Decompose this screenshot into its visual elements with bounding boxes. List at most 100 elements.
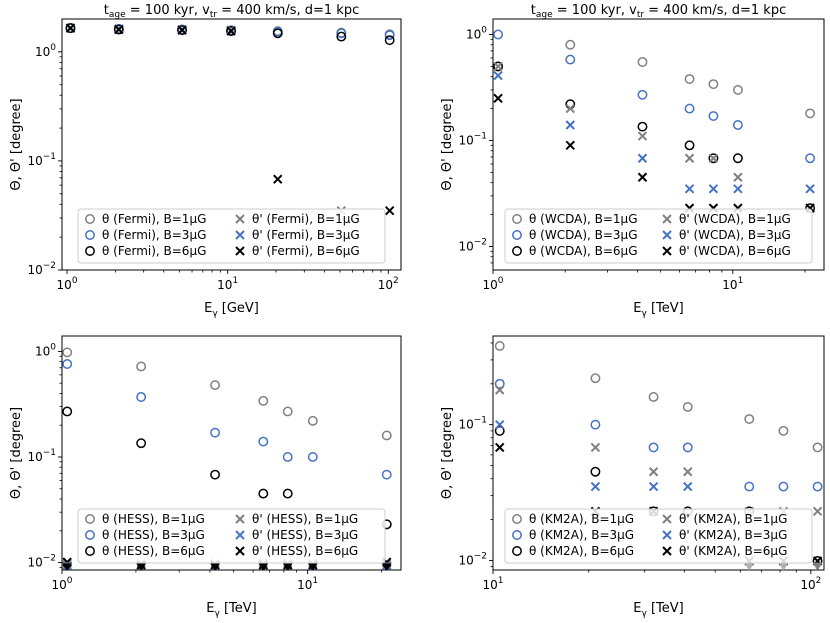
- legend-marker: [512, 514, 522, 524]
- legend-entry: θ' (KM2A), B=1μG: [679, 512, 787, 526]
- x-tick-label: 100: [57, 276, 78, 292]
- x-tick-label: 102: [378, 276, 399, 292]
- y-tick-label: 100: [35, 43, 56, 59]
- legend-marker: [512, 214, 522, 224]
- theta-point: [65, 23, 76, 34]
- y-tick-label: 10−2: [27, 261, 56, 277]
- theta-point: [637, 89, 648, 100]
- x-tick-label: 101: [722, 276, 743, 292]
- legend-entry: θ' (HESS), B=1μG: [252, 512, 358, 526]
- chart-title: tage = 100 kyr, vtr = 400 km/s, d=1 kpc: [531, 3, 786, 20]
- theta-point: [708, 79, 719, 90]
- theta-point: [494, 341, 505, 351]
- legend-marker: [512, 546, 522, 556]
- theta-point: [136, 361, 147, 372]
- legend-entry: θ (KM2A), B=1μG: [529, 512, 634, 526]
- theta-point: [177, 25, 188, 36]
- upper-limit-marker: [778, 562, 789, 570]
- theta-point: [778, 425, 789, 436]
- theta-prime-point: [495, 385, 505, 395]
- legend-marker: [662, 514, 672, 524]
- legend-marker: [235, 246, 245, 256]
- theta-point: [136, 392, 147, 402]
- theta-point: [226, 26, 237, 37]
- theta-prime-point: [637, 172, 648, 182]
- x-axis-label: Eγ [GeV]: [204, 301, 259, 319]
- x-axis-label: Eγ [TeV]: [633, 301, 683, 319]
- axes-frame: [61, 18, 402, 271]
- theta-prime-point: [273, 174, 283, 184]
- data-layer: [65, 23, 395, 216]
- theta-point: [732, 84, 743, 95]
- upper-limit-marker: [210, 563, 220, 570]
- theta-point: [732, 120, 743, 130]
- x-tick-label: 102: [800, 576, 821, 592]
- x-tick-label: 100: [51, 576, 72, 592]
- theta-point: [384, 35, 395, 46]
- theta-prime-point: [384, 205, 395, 216]
- legend-entry: θ' (HESS), B=6μG: [252, 544, 358, 558]
- theta-prime-point: [565, 103, 575, 114]
- y-axis-label: Θ, Θ' [degree]: [9, 407, 24, 499]
- y-tick-label: 100: [466, 25, 487, 41]
- theta-point: [648, 392, 659, 402]
- legend-entry: θ (Fermi), B=6μG: [102, 244, 206, 258]
- theta-point: [744, 481, 755, 492]
- legend-marker: [662, 530, 672, 540]
- theta-prime-point: [114, 24, 124, 35]
- theta-point: [136, 438, 147, 449]
- theta-prime-point: [226, 26, 236, 36]
- legend-entry: θ (HESS), B=6μG: [102, 544, 205, 558]
- theta-point: [708, 111, 719, 122]
- x-axis-label: Eγ [TeV]: [633, 601, 683, 619]
- theta-point: [805, 108, 816, 119]
- y-axis-label: Θ, Θ' [degree]: [440, 407, 455, 499]
- legend-entry: θ (KM2A), B=3μG: [529, 528, 634, 542]
- theta-point: [307, 415, 318, 426]
- legend-marker: [662, 214, 672, 224]
- theta-point: [210, 380, 221, 391]
- theta-prime-point: [565, 120, 575, 130]
- theta-point: [381, 469, 392, 480]
- theta-prime-point: [708, 153, 719, 163]
- y-tick-label: 10−1: [27, 448, 56, 464]
- upper-limit-marker: [812, 562, 823, 570]
- theta-point: [812, 481, 823, 492]
- legend-entry: θ' (WCDA), B=6μG: [679, 244, 791, 258]
- legend-box: [504, 208, 813, 264]
- legend: θ (WCDA), B=1μG θ (WCDA), B=3μG θ (WCDA), …: [504, 208, 813, 264]
- theta-point: [565, 54, 576, 65]
- theta-prime-point: [733, 172, 743, 182]
- panel-4: 101 102 10−2 10−1 Eγ [TeV] Θ, Θ' [degree] θ (K…: [440, 335, 825, 619]
- theta-prime-point: [683, 467, 693, 477]
- axes-frame: [492, 335, 825, 571]
- theta-prime-point: [733, 184, 743, 194]
- data-layer: [493, 29, 816, 214]
- legend-marker: [512, 230, 522, 240]
- legend-marker: [85, 530, 95, 540]
- theta-point: [494, 378, 505, 389]
- axes-frame: [61, 335, 402, 571]
- theta-point: [682, 402, 693, 412]
- theta-prime-point: [648, 481, 659, 492]
- y-tick-label: 100: [35, 342, 56, 358]
- legend-marker: [235, 546, 245, 556]
- legend-marker: [85, 246, 95, 256]
- theta-point: [778, 481, 789, 492]
- legend-entry: θ' (KM2A), B=6μG: [679, 544, 787, 558]
- theta-point: [210, 469, 221, 480]
- legend: θ (HESS), B=1μG θ (HESS), B=3μG θ (HESS), …: [77, 508, 386, 564]
- legend-marker: [85, 230, 95, 240]
- theta-point: [744, 414, 755, 425]
- legend-box: [77, 508, 386, 564]
- upper-limit-marker: [136, 563, 147, 570]
- x-tick-label: 100: [482, 276, 503, 292]
- theta-prime-point: [684, 184, 695, 194]
- theta-point: [637, 57, 648, 67]
- legend-entry: θ (WCDA), B=1μG: [529, 212, 638, 226]
- theta-point: [272, 28, 283, 39]
- theta-point: [62, 406, 73, 417]
- legend-entry: θ' (HESS), B=3μG: [252, 528, 358, 542]
- theta-prime-point: [177, 25, 187, 35]
- theta-point: [708, 153, 719, 164]
